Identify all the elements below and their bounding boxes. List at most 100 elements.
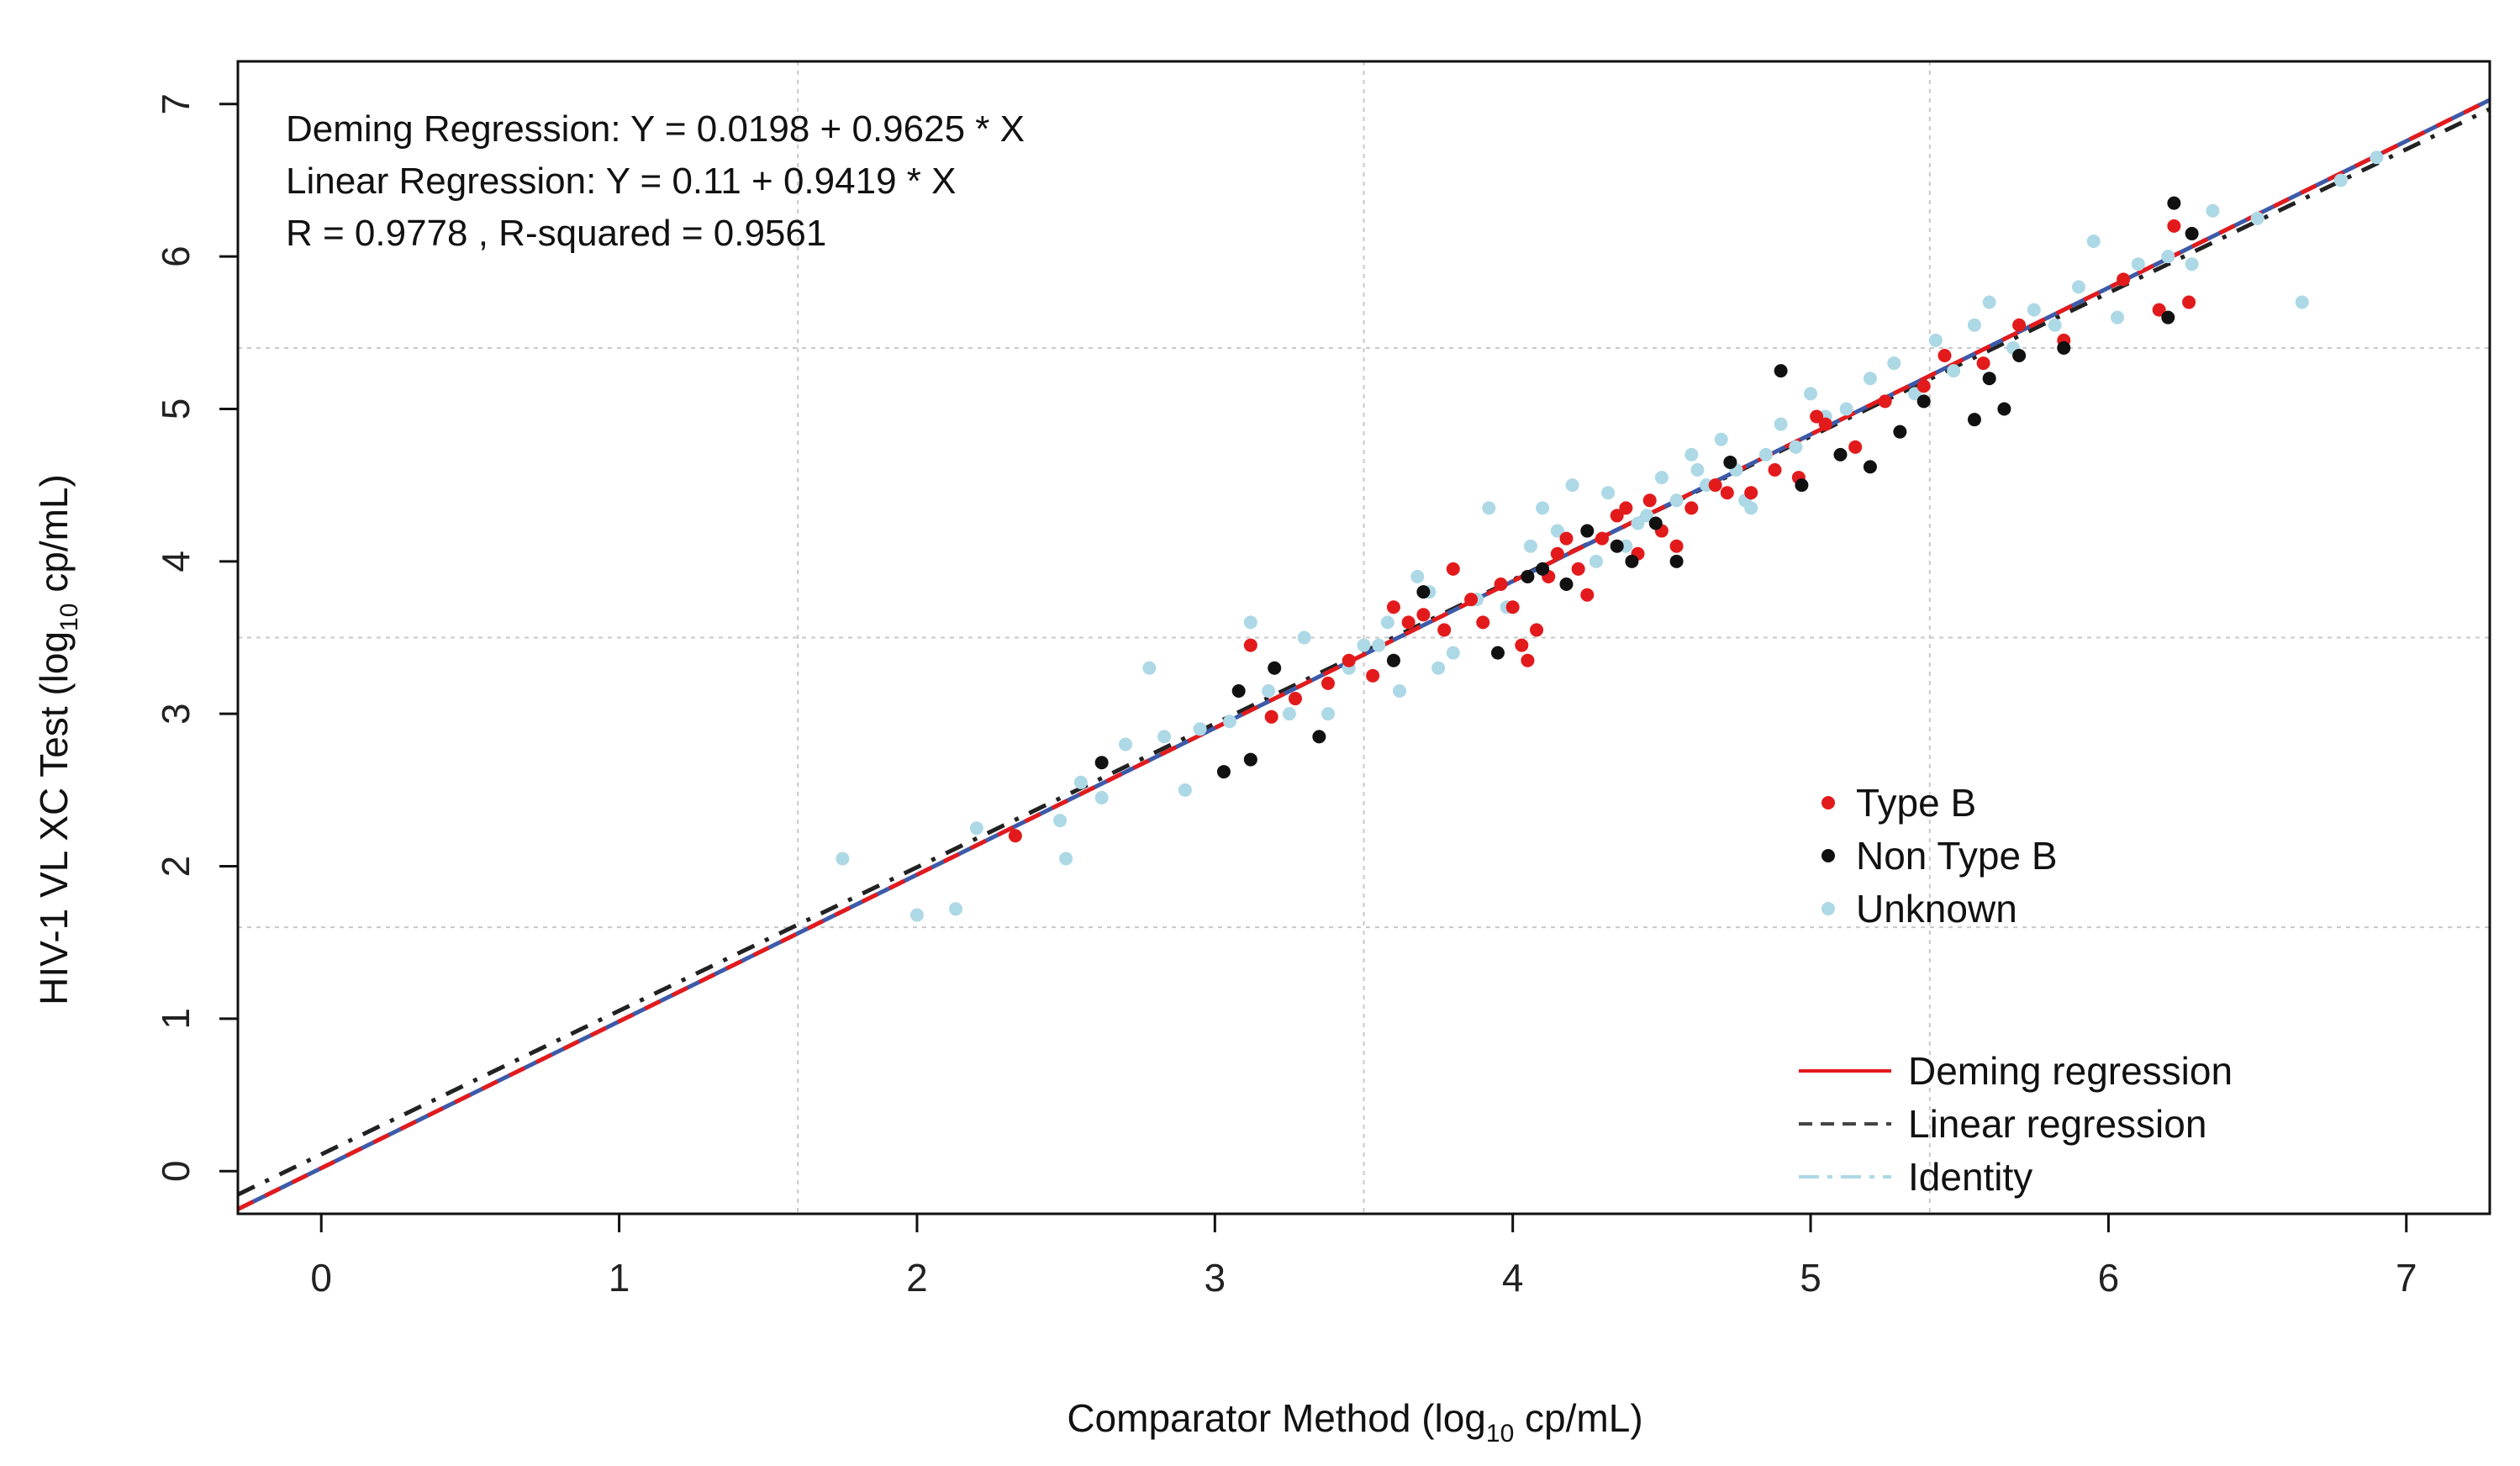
legend-lines: Deming regression Linear regression Identi… bbox=[1799, 1049, 2233, 1199]
data-point bbox=[1142, 661, 1157, 675]
data-point bbox=[909, 908, 924, 922]
x-axis-title-pre: Comparator Method (log bbox=[1067, 1396, 1486, 1440]
data-point bbox=[1401, 615, 1416, 630]
data-point bbox=[1231, 683, 1246, 698]
x-tick-label: 5 bbox=[1800, 1256, 1821, 1300]
data-point bbox=[2131, 257, 2145, 272]
data-point bbox=[1684, 501, 1699, 515]
data-point bbox=[1380, 615, 1394, 630]
legend-point-label: Non Type B bbox=[1856, 834, 2058, 878]
data-point bbox=[2333, 173, 2348, 187]
data-point bbox=[1321, 676, 1335, 690]
data-point bbox=[2167, 196, 2181, 210]
data-point bbox=[1243, 615, 1257, 630]
data-point bbox=[2161, 310, 2175, 324]
plot-frame bbox=[236, 60, 2491, 1216]
data-point bbox=[1482, 501, 1496, 515]
data-point bbox=[1878, 394, 1892, 409]
data-point bbox=[2027, 303, 2041, 317]
data-point bbox=[1536, 562, 1550, 576]
data-point bbox=[1416, 585, 1431, 599]
legend-point-marker bbox=[1821, 902, 1835, 915]
data-point bbox=[1446, 646, 1460, 660]
data-point bbox=[1550, 546, 1564, 561]
data-point bbox=[1723, 455, 1737, 469]
y-tick-label: 5 bbox=[154, 398, 198, 420]
data-point bbox=[1967, 413, 1981, 427]
data-point bbox=[836, 852, 850, 866]
data-point bbox=[1559, 577, 1574, 592]
legend-line-label: Linear regression bbox=[1908, 1102, 2206, 1146]
data-point bbox=[1321, 707, 1335, 721]
data-point bbox=[2250, 211, 2264, 225]
x-tick-label: 4 bbox=[1502, 1256, 1524, 1300]
data-point bbox=[1654, 471, 1669, 485]
deming-regression-line bbox=[236, 98, 2491, 1211]
data-point bbox=[1416, 608, 1431, 622]
data-point bbox=[1094, 790, 1109, 804]
data-point bbox=[1714, 432, 1728, 446]
data-point bbox=[1768, 463, 1782, 477]
data-point bbox=[2071, 280, 2085, 294]
data-point bbox=[2370, 150, 2384, 165]
data-point bbox=[1216, 765, 1231, 779]
x-tick-label: 6 bbox=[2098, 1256, 2120, 1300]
data-point bbox=[1708, 478, 1722, 493]
data-point bbox=[2206, 203, 2220, 218]
data-point bbox=[1073, 775, 1088, 789]
data-point bbox=[1157, 730, 1172, 744]
data-point bbox=[1967, 318, 1981, 332]
data-point bbox=[1684, 447, 1699, 461]
data-point bbox=[1178, 783, 1192, 797]
x-tick-label: 7 bbox=[2396, 1256, 2417, 1300]
data-point bbox=[1580, 588, 1595, 602]
data-point bbox=[1774, 417, 1788, 431]
correlation-stats: R = 0.9778 , R-squared = 0.9561 bbox=[286, 213, 826, 254]
x-axis-title: Comparator Method (log10 cp/mL) bbox=[1067, 1396, 1642, 1448]
data-point bbox=[1625, 554, 1639, 568]
y-tick-label: 2 bbox=[154, 856, 198, 878]
x-tick-label: 2 bbox=[906, 1256, 928, 1300]
data-point bbox=[1288, 692, 1302, 706]
data-point bbox=[1476, 615, 1490, 630]
data-point bbox=[2185, 257, 2199, 272]
data-point bbox=[1464, 593, 1479, 607]
data-point bbox=[2111, 310, 2125, 324]
data-point bbox=[1863, 372, 1877, 386]
data-point bbox=[1410, 569, 1425, 583]
data-point bbox=[1580, 524, 1595, 538]
data-point bbox=[1595, 531, 1609, 546]
data-point bbox=[1758, 447, 1773, 461]
data-point bbox=[1268, 661, 1282, 675]
data-point bbox=[1640, 509, 1654, 523]
y-tick-label: 7 bbox=[154, 93, 198, 115]
data-point bbox=[1559, 531, 1574, 546]
annotation-block: Deming Regression: Y = 0.0198 + 0.9625 *… bbox=[286, 108, 1025, 254]
data-point bbox=[1393, 683, 1407, 698]
data-point bbox=[1982, 295, 1996, 309]
data-point bbox=[1589, 554, 1603, 568]
x-tick-label: 1 bbox=[609, 1256, 630, 1300]
data-point bbox=[1312, 730, 1326, 744]
data-point bbox=[2048, 318, 2062, 332]
data-point bbox=[1937, 349, 1952, 363]
data-point bbox=[2012, 349, 2027, 363]
data-point bbox=[1928, 333, 1943, 347]
data-point bbox=[1893, 425, 1907, 439]
data-point bbox=[1571, 562, 1585, 576]
y-tick-label: 0 bbox=[154, 1160, 198, 1182]
data-point bbox=[1887, 356, 1901, 371]
data-point bbox=[1523, 539, 1537, 553]
data-point bbox=[1550, 524, 1564, 538]
data-point bbox=[1908, 387, 1922, 401]
y-axis-title: HIV-1 VL XC Test (log10 cp/mL) bbox=[32, 474, 83, 1005]
data-point bbox=[1610, 509, 1624, 523]
data-point bbox=[1669, 539, 1684, 553]
data-point bbox=[1833, 447, 1848, 461]
data-point bbox=[2012, 318, 2027, 332]
data-point bbox=[1521, 653, 1535, 667]
data-point bbox=[1372, 638, 1386, 652]
data-point bbox=[1720, 486, 1734, 500]
grid-lines bbox=[238, 61, 2490, 1214]
data-point bbox=[1262, 683, 1276, 698]
